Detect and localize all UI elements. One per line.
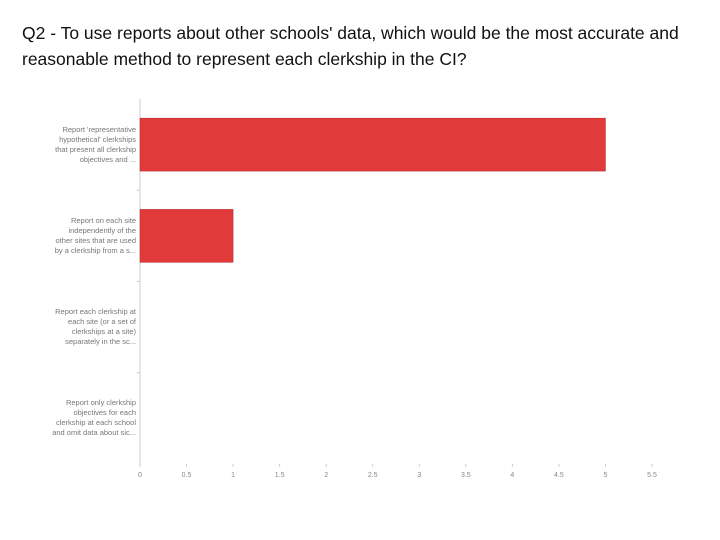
x-tick-label: 1.5 (275, 472, 285, 479)
x-tick-label: 2.5 (368, 472, 378, 479)
y-tick-label: Report on each site independently of the… (54, 215, 136, 255)
x-tick-label: 0.5 (182, 472, 192, 479)
x-tick-label: 5 (604, 472, 608, 479)
y-tick-label: Report 'representative hypothetical' cle… (55, 124, 136, 164)
bar (139, 117, 606, 172)
chart-title: Q2 - To use reports about other schools'… (22, 23, 679, 69)
x-tick-label: 3.5 (461, 472, 471, 479)
y-tick-label: Report only clerkship objectives for eac… (52, 398, 136, 438)
bar (139, 209, 234, 263)
x-tick-label: 4 (510, 472, 514, 479)
x-tick-label: 4.5 (554, 472, 564, 479)
x-tick-label: 5.5 (647, 472, 657, 479)
x-tick-label: 3 (417, 472, 421, 479)
x-tick-label: 1 (231, 472, 235, 479)
x-tick-label: 0 (138, 472, 142, 479)
x-tick-label: 2 (324, 472, 328, 479)
y-tick-label: Report each clerkship at each site (or a… (55, 307, 136, 347)
